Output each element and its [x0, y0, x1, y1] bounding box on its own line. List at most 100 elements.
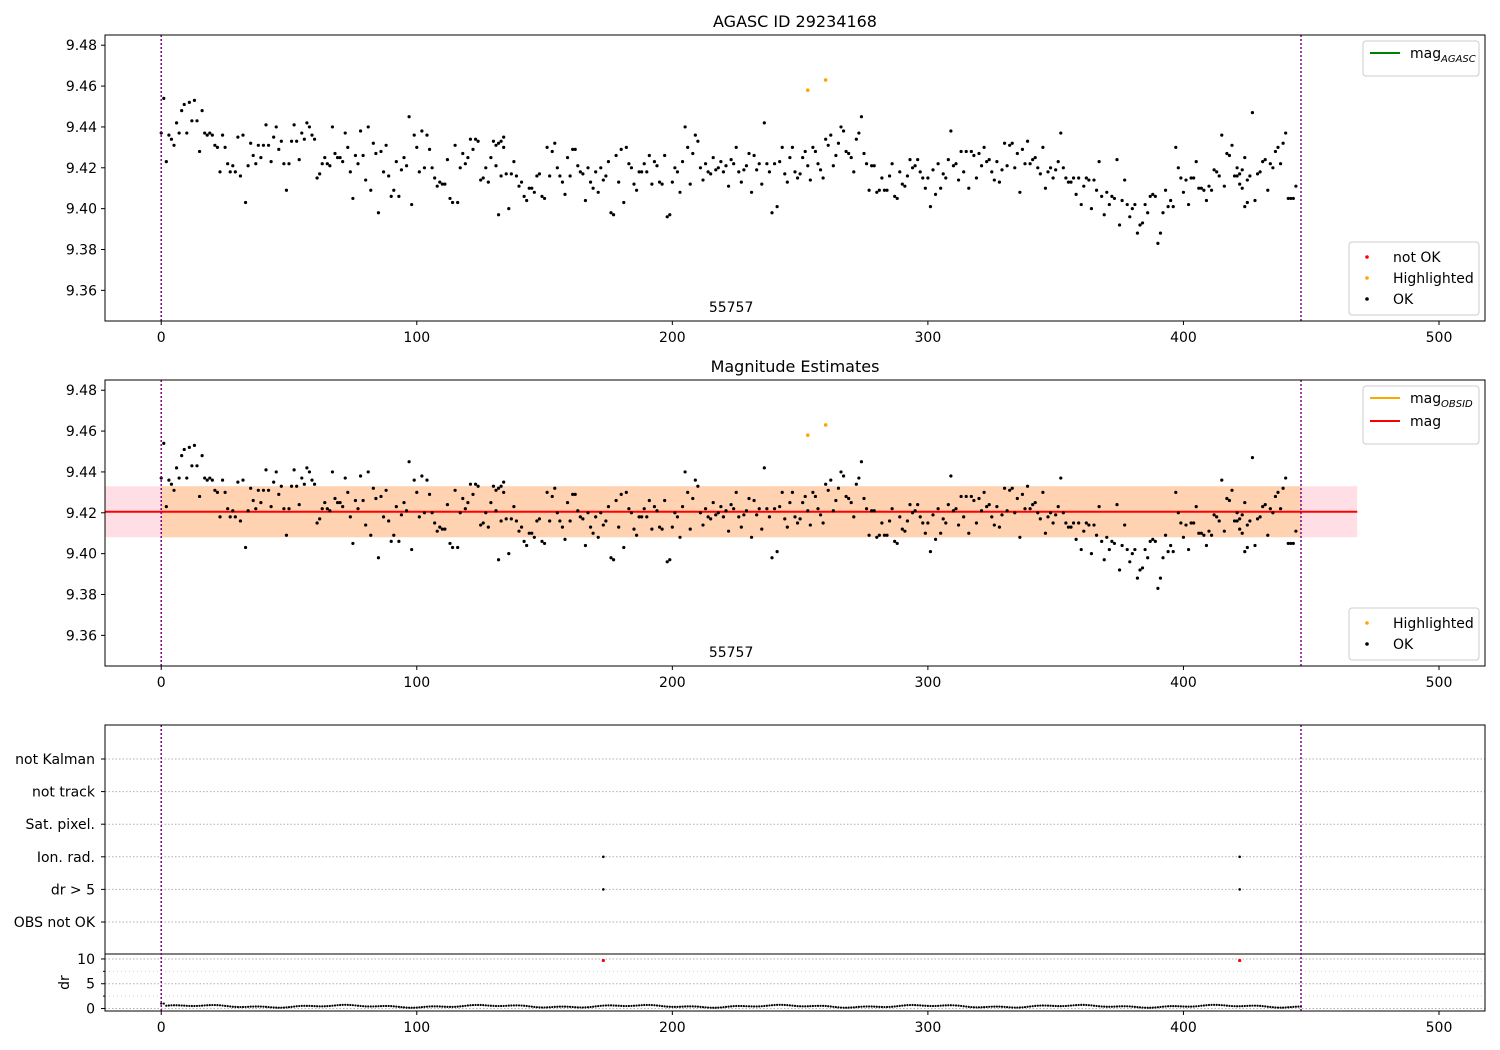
ok-point: [1276, 490, 1280, 494]
dr-point: [436, 1005, 439, 1008]
ok-point: [956, 523, 961, 527]
ok-point: [1038, 172, 1042, 176]
ok-point: [494, 488, 498, 492]
dr-point: [287, 1006, 291, 1009]
dr-point: [328, 1004, 331, 1008]
ok-point: [885, 188, 889, 192]
ok-point: [1243, 550, 1247, 554]
dr-point: [891, 1005, 894, 1008]
ok-point: [1112, 541, 1117, 546]
ok-point: [709, 517, 713, 521]
ok-point: [670, 525, 674, 529]
ok-point: [1189, 521, 1193, 525]
ok-point: [494, 143, 498, 147]
ok-point: [1148, 539, 1152, 543]
ok-point: [844, 494, 848, 499]
ok-point: [1023, 162, 1027, 166]
dr-point: [167, 1004, 170, 1007]
dr-point: [459, 1005, 462, 1008]
ok-point: [811, 490, 815, 494]
ok-point: [389, 539, 393, 543]
magnitude-panel-axes: 9.36 9.38 9.40 9.42 9.44 9.46 9.48 0 100 200 300 40…: [66, 383, 1453, 691]
dr-point: [632, 1004, 636, 1007]
ok-point: [826, 488, 830, 492]
ok-point: [979, 509, 984, 513]
ok-point: [706, 170, 710, 174]
dr-point: [967, 1005, 970, 1008]
ok-point: [719, 505, 723, 509]
legend-box: [1362, 40, 1480, 77]
ok-point: [279, 139, 283, 143]
ok-point: [302, 482, 306, 486]
ok-point: [1220, 478, 1224, 482]
ok-point: [581, 172, 585, 176]
ok-point: [586, 166, 590, 170]
ok-point: [1056, 505, 1060, 509]
highlighted-point: [823, 78, 828, 82]
ok-point: [716, 511, 720, 515]
ok-point: [921, 176, 925, 180]
ok-point: [259, 155, 263, 160]
dr-point: [640, 1004, 643, 1007]
ok-point: [882, 188, 887, 192]
dr-outlier-point: [601, 958, 605, 963]
ok-point: [596, 190, 600, 194]
ok-point: [361, 153, 365, 158]
ok-point: [831, 164, 835, 168]
ok-point: [839, 125, 843, 129]
dr-point: [425, 1005, 429, 1008]
ok-point: [422, 511, 427, 515]
dr-point: [341, 1003, 344, 1006]
dr-point: [990, 1005, 993, 1008]
dr-point: [962, 1005, 965, 1008]
ok-point: [928, 550, 933, 554]
ok-point: [972, 153, 976, 158]
ok-point: [859, 460, 864, 464]
ok-point: [1074, 537, 1078, 541]
ok-point: [266, 488, 271, 492]
ok-point: [956, 178, 961, 182]
ok-point: [277, 147, 281, 151]
dr-point: [579, 1006, 582, 1009]
dr-point: [768, 1004, 771, 1007]
ok-point: [847, 496, 851, 501]
dr-point: [811, 1004, 814, 1008]
ok-point: [696, 139, 700, 143]
ok-point: [200, 453, 204, 458]
dr-point: [658, 1004, 661, 1007]
dr-point: [801, 1005, 804, 1008]
ok-point: [857, 131, 861, 135]
ok-point: [936, 507, 940, 511]
ok-point: [1151, 192, 1155, 196]
dr-point: [929, 1004, 932, 1008]
dr-point: [170, 1004, 173, 1007]
ok-point: [1235, 174, 1239, 178]
ok-point: [1174, 490, 1178, 494]
dr-point: [1230, 1004, 1234, 1008]
dr-point: [1029, 1005, 1032, 1008]
ok-point: [1153, 194, 1157, 198]
ok-point: [1051, 521, 1055, 525]
ok-point: [967, 186, 971, 190]
ok-point: [180, 453, 184, 458]
ok-point: [535, 519, 539, 523]
legend-marker-swatch: [1365, 297, 1369, 301]
dr-point: [1008, 1006, 1011, 1009]
ok-point: [346, 490, 350, 494]
ok-point: [256, 488, 260, 492]
dr-point: [198, 1004, 201, 1007]
ok-point: [218, 170, 222, 174]
ok-point: [778, 160, 782, 164]
ok-point: [1271, 511, 1275, 515]
ok-point: [305, 466, 309, 470]
ok-point: [877, 533, 881, 537]
dr-point: [326, 1005, 329, 1008]
ok-point: [555, 166, 559, 170]
dr-point: [829, 1005, 832, 1008]
ok-point: [923, 531, 927, 535]
dr-point: [372, 1005, 375, 1008]
ok-point: [195, 464, 199, 468]
ok-point: [755, 513, 759, 517]
flag-label: OBS not OK: [14, 915, 96, 931]
ok-point: [167, 478, 171, 482]
